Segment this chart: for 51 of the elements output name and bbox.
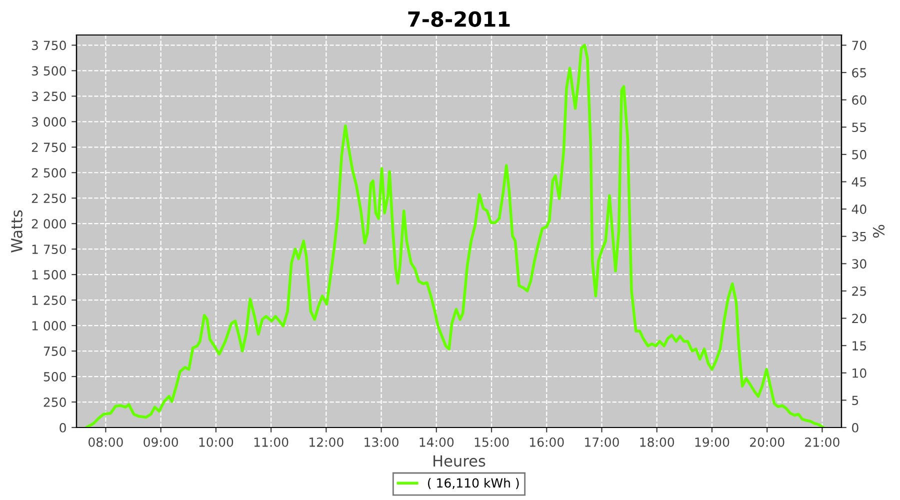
y-tick-label: 3 500 bbox=[32, 66, 66, 76]
y2-axis-title: % bbox=[872, 224, 885, 238]
x-tick-label: 10:00 bbox=[199, 437, 234, 447]
y2-tick-label: 50 bbox=[852, 150, 866, 160]
y-tick-label: 3 250 bbox=[32, 92, 66, 102]
y2-tick-label: 30 bbox=[852, 259, 866, 269]
y2-tick-label: 70 bbox=[852, 40, 866, 50]
y2-tick-label: 60 bbox=[852, 95, 866, 105]
x-tick-label: 21:00 bbox=[805, 437, 840, 447]
y2-tick-label: 10 bbox=[852, 368, 866, 378]
y-tick-label: 1 000 bbox=[32, 321, 66, 330]
y2-tick-label: 0 bbox=[852, 422, 858, 432]
y2-tick-label: 20 bbox=[852, 314, 866, 324]
y-tick-label: 3 750 bbox=[32, 40, 66, 50]
y2-tick-label: 55 bbox=[852, 122, 866, 132]
y-tick-label: 2 750 bbox=[32, 142, 66, 152]
x-tick-label: 09:00 bbox=[144, 437, 178, 447]
y-tick-label: 750 bbox=[44, 346, 66, 356]
x-axis-title: Heures bbox=[434, 455, 486, 467]
y2-tick-label: 40 bbox=[852, 204, 866, 214]
x-tick-label: 12:00 bbox=[310, 437, 344, 447]
line-series bbox=[85, 44, 825, 428]
y-tick-label: 500 bbox=[44, 372, 66, 382]
y-tick-label: 3 000 bbox=[32, 117, 66, 127]
x-tick-label: 17:00 bbox=[585, 437, 619, 447]
x-tick-label: 14:00 bbox=[420, 437, 454, 447]
y-tick-label: 2 250 bbox=[32, 194, 66, 204]
x-tick-label: 19:00 bbox=[695, 437, 730, 447]
legend-label: ( 16,110 kWh ) bbox=[428, 478, 519, 490]
y-axis-title: Watts bbox=[11, 210, 22, 252]
y-tick-label: 0 bbox=[60, 422, 66, 432]
chart-title: 7-8-2011 bbox=[408, 11, 510, 27]
y2-tick-label: 65 bbox=[852, 68, 866, 78]
y-tick-label: 2 000 bbox=[32, 219, 66, 229]
y2-tick-label: 25 bbox=[852, 286, 866, 296]
x-tick-label: 13:00 bbox=[364, 437, 398, 447]
y-tick-label: 250 bbox=[44, 397, 66, 407]
y2-tick-label: 15 bbox=[852, 341, 866, 351]
y2-tick-label: 45 bbox=[852, 177, 866, 187]
y-tick-label: 1 500 bbox=[32, 270, 66, 280]
x-tick-label: 18:00 bbox=[640, 437, 674, 447]
y2-tick-label: 5 bbox=[852, 396, 858, 406]
y-tick-label: 1 750 bbox=[32, 244, 66, 254]
y-tick-label: 2 500 bbox=[32, 168, 66, 178]
x-tick-label: 15:00 bbox=[474, 437, 509, 447]
x-tick-label: 08:00 bbox=[88, 437, 123, 447]
x-tick-label: 16:00 bbox=[530, 437, 564, 447]
y-tick-label: 1 250 bbox=[32, 296, 66, 305]
x-tick-label: 11:00 bbox=[254, 437, 288, 447]
y2-tick-label: 35 bbox=[852, 232, 866, 242]
x-tick-label: 20:00 bbox=[750, 437, 784, 447]
